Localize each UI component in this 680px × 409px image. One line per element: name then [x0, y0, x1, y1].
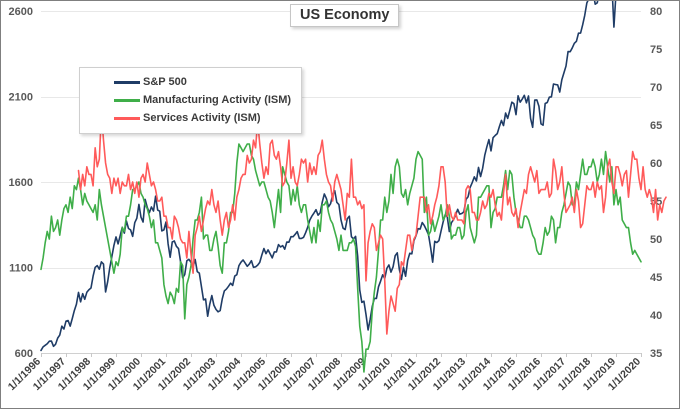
- legend-item-manufacturing[interactable]: Manufacturing Activity (ISM): [86, 91, 295, 109]
- y-axis-right-tick: 50: [650, 234, 662, 246]
- y-axis-left-tick: 2100: [9, 92, 33, 104]
- legend-label-sp500: S&P 500: [143, 76, 187, 88]
- x-axis-labels: 1/1/19961/1/19971/1/19981/1/19991/1/2000…: [6, 356, 643, 393]
- y-axis-right-tick: 45: [650, 272, 662, 284]
- series-line-s-p-500: [40, 1, 617, 352]
- y-axis-right-tick: 40: [650, 310, 662, 322]
- axis-tickmarks: [41, 353, 642, 357]
- chart-title: US Economy: [290, 4, 400, 27]
- y-axis-left-labels: 600 1100 1600 2100 2600: [9, 6, 33, 360]
- y-axis-left-tick: 600: [15, 348, 33, 360]
- legend-label-services: Services Activity (ISM): [143, 112, 261, 124]
- y-axis-right-tick: 60: [650, 158, 662, 170]
- legend-item-services[interactable]: Services Activity (ISM): [86, 109, 295, 127]
- y-axis-right-tick: 80: [650, 6, 662, 18]
- y-axis-left-tick: 1600: [9, 177, 33, 189]
- legend-swatch-services: [114, 116, 140, 120]
- y-axis-left-tick: 2600: [9, 6, 33, 18]
- legend-swatch-sp500: [114, 80, 140, 84]
- series-line-services-activity-ism: [77, 112, 667, 335]
- y-axis-right-tick: 35: [650, 348, 662, 360]
- legend-item-sp500[interactable]: S&P 500: [86, 73, 295, 91]
- legend-label-manufacturing: Manufacturing Activity (ISM): [143, 94, 292, 106]
- chart-legend: S&P 500 Manufacturing Activity (ISM) Ser…: [79, 67, 302, 134]
- y-axis-right-tick: 65: [650, 120, 662, 132]
- data-series: [40, 1, 667, 373]
- y-axis-left-tick: 1100: [9, 263, 33, 275]
- series-line-manufacturing-activity-ism: [40, 143, 642, 373]
- gridlines: [41, 11, 641, 354]
- y-axis-right-tick: 70: [650, 82, 662, 94]
- legend-swatch-manufacturing: [114, 98, 140, 102]
- y-axis-right-tick: 75: [650, 44, 662, 56]
